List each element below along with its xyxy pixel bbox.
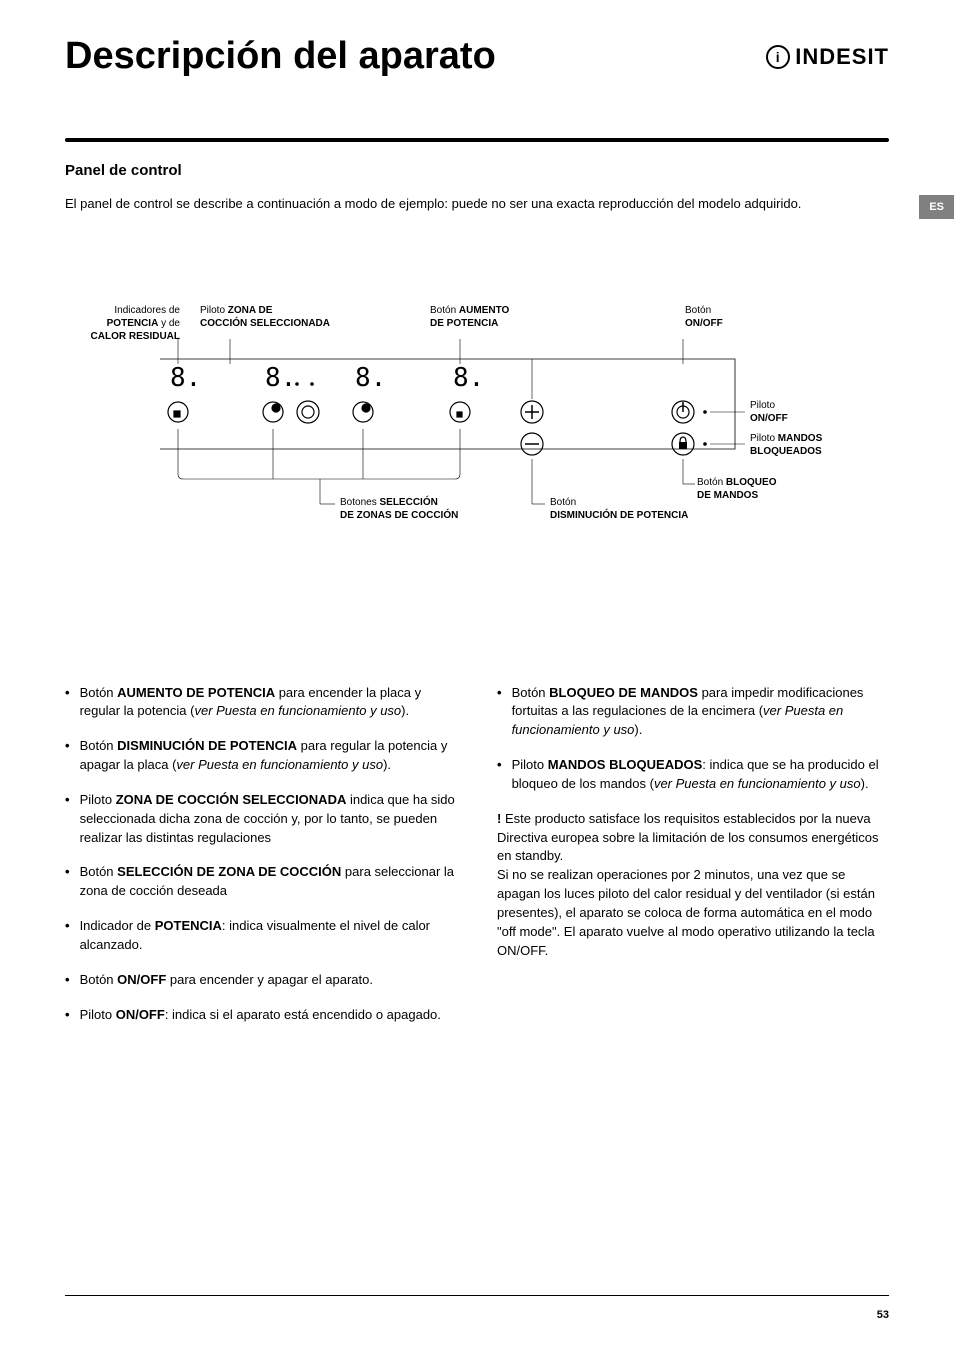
footer-divider [65, 1295, 889, 1297]
right-column: Botón BLOQUEO DE MANDOS para impedir mod… [497, 684, 889, 1041]
label-disminucion: Botón DISMINUCIÓN DE POTENCIA [550, 496, 688, 522]
bullet-item: Botón AUMENTO DE POTENCIA para encender … [65, 684, 457, 722]
svg-text:8.: 8. [265, 363, 296, 393]
left-column: Botón AUMENTO DE POTENCIA para encender … [65, 684, 457, 1041]
bullet-item: Botón DISMINUCIÓN DE POTENCIA para regul… [65, 737, 457, 775]
bullet-item: Botón BLOQUEO DE MANDOS para impedir mod… [497, 684, 889, 741]
logo-icon: i [766, 45, 790, 69]
svg-text:8.: 8. [453, 363, 484, 393]
svg-text:8.: 8. [355, 363, 386, 393]
bullet-item: Botón SELECCIÓN DE ZONA DE COCCIÓN para … [65, 863, 457, 901]
logo-text: INDESIT [795, 44, 889, 70]
divider [65, 138, 889, 142]
brand-logo: i INDESIT [766, 44, 889, 70]
content-columns: Botón AUMENTO DE POTENCIA para encender … [65, 684, 889, 1041]
bullet-item: Botón ON/OFF para encender y apagar el a… [65, 971, 457, 990]
label-onoff: Botón ON/OFF [685, 304, 723, 330]
label-bloqueo: Botón BLOQUEO DE MANDOS [697, 476, 776, 502]
label-aumento: Botón AUMENTO DE POTENCIA [430, 304, 509, 330]
bullet-item: Piloto MANDOS BLOQUEADOS: indica que se … [497, 756, 889, 794]
label-seleccion: Botones SELECCIÓN DE ZONAS DE COCCIÓN [340, 496, 458, 522]
label-piloto-mandos: Piloto MANDOS BLOQUEADOS [750, 432, 822, 458]
section-subtitle: Panel de control [65, 162, 889, 179]
bullet-item: Piloto ZONA DE COCCIÓN SELECCIONADA indi… [65, 791, 457, 848]
label-piloto-onoff: Piloto ON/OFF [750, 399, 788, 425]
bullet-item: Piloto ON/OFF: indica si el aparato está… [65, 1006, 457, 1025]
control-panel-diagram: 8. 8. 8. 8. [65, 304, 845, 584]
language-tab: ES [919, 195, 954, 219]
svg-text:8.: 8. [170, 363, 201, 393]
label-indicators: Indicadores de POTENCIA y de CALOR RESID… [90, 304, 180, 343]
page-number: 53 [877, 1309, 889, 1321]
header: Descripción del aparato i INDESIT [65, 35, 889, 78]
intro-text: El panel de control se describe a contin… [65, 194, 889, 214]
page-title: Descripción del aparato [65, 35, 496, 78]
label-piloto-zona: Piloto ZONA DE COCCIÓN SELECCIONADA [200, 304, 330, 330]
bullet-item: Indicador de POTENCIA: indica visualment… [65, 917, 457, 955]
note-text: ! Este producto satisface los requisitos… [497, 810, 889, 961]
